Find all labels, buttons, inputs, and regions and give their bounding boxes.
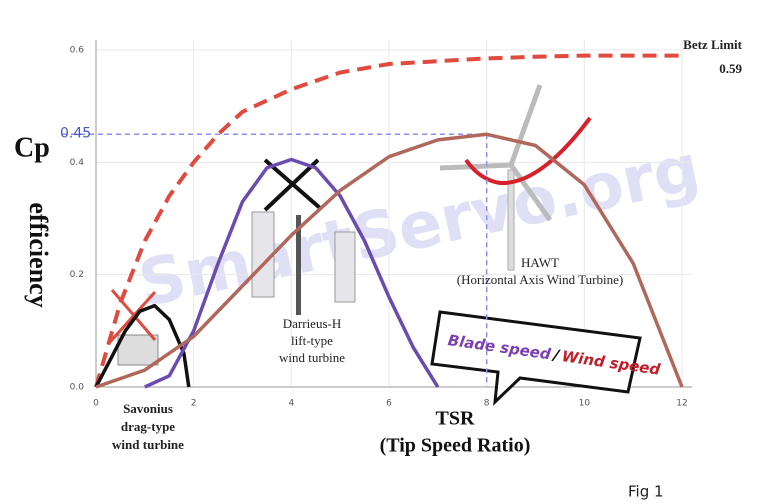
x-tick-label: 8: [484, 399, 490, 409]
annotation: drag-type: [121, 419, 175, 434]
hawt-blade: [508, 163, 553, 222]
y-axis-title: Cp: [14, 132, 50, 163]
y-tick-label: 0.0: [70, 383, 85, 393]
callout-bubble: [430, 310, 642, 406]
check-mark: [464, 116, 592, 186]
darrieus-shaft: [296, 215, 301, 315]
data-line: [144, 157, 440, 389]
y-tick-label: 0.4: [70, 158, 85, 168]
annotation: HAWT: [521, 255, 559, 270]
figure-label: Fig 1: [628, 483, 664, 501]
data-line: [95, 132, 684, 389]
x-axis-title: TSR: [436, 408, 475, 430]
annotation: wind turbine: [112, 437, 184, 452]
annotation: (Horizontal Axis Wind Turbine): [457, 272, 623, 287]
data-line: [94, 53, 682, 388]
y-axis-title: efficiency: [24, 202, 53, 307]
x-tick-label: 6: [386, 399, 392, 409]
annotation: lift-type: [291, 333, 333, 348]
x-tick-label: 10: [579, 399, 591, 409]
x-tick-label: 0: [93, 399, 99, 409]
cross-mark: [108, 289, 157, 344]
annotation: wind turbine: [279, 350, 345, 365]
data-line: [94, 303, 191, 388]
x-tick-label: 2: [191, 399, 197, 409]
callout-part: /: [550, 345, 561, 364]
annotation: Betz Limit: [683, 37, 743, 52]
decorations: [108, 84, 642, 406]
x-tick-label: 12: [676, 399, 687, 409]
annotation: Darrieus-H: [283, 316, 341, 331]
darrieus-blade: [334, 231, 356, 303]
x-tick-label: 4: [288, 399, 294, 409]
hawt-blade: [508, 84, 543, 166]
y-tick-label: 0.2: [70, 270, 84, 280]
savonius-icon: [117, 334, 159, 366]
cross-mark: [263, 158, 322, 212]
y-tick-label: 0.6: [70, 46, 85, 56]
annotation: 0.59: [719, 61, 742, 76]
annotation: Savonius: [123, 401, 173, 416]
x-axis-title: (Tip Speed Ratio): [380, 435, 531, 457]
hawt-blade: [439, 162, 512, 171]
reference-label: 0.45: [60, 125, 91, 141]
hawt-tower: [507, 169, 515, 271]
